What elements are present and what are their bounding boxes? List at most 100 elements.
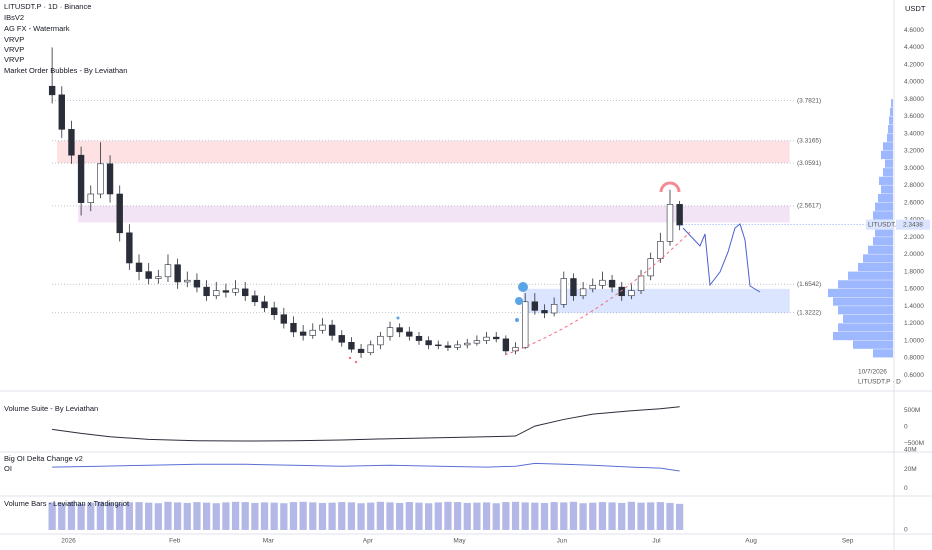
indicator-label: VRVP [4,45,24,54]
sell-bubble [659,181,681,193]
volume-bar [318,502,327,530]
volume-profile-bar [858,262,893,272]
volume-bar [347,502,356,530]
x-tick-label: 2026 [61,538,76,545]
pane-title: Big OI Delta Change v2 [4,454,83,463]
y-tick-label: 3.6000 [904,113,924,120]
candle-body [87,193,94,203]
candle-body [290,323,297,333]
volume-bar [647,502,655,530]
volume-bar [309,502,317,530]
volume-bar [569,501,578,530]
volume-bar [222,502,230,530]
candle-body [657,241,664,259]
y-tick-label: 3.0000 [904,165,924,172]
x-tick-label: Apr [363,538,374,545]
volume-bar [550,502,558,530]
candle-body [328,324,336,336]
candle-body [483,336,490,341]
candle-body [435,344,442,347]
pane-subtitle: OI [4,464,12,473]
forecast-path [682,223,761,293]
volume-profile-bar [875,202,893,211]
volume-bar [58,503,66,530]
volume-bar [608,502,616,530]
candle-body [531,301,539,311]
volume-bar [415,502,423,530]
volume-bar [241,502,249,530]
volume-bar [106,502,114,530]
volume-profile-bar [883,142,893,151]
y-tick-label: 1.0000 [904,337,924,344]
volume-bar [251,502,259,530]
indicator-label: VRVP [4,35,24,44]
volume-bar [270,502,278,530]
candle-body [637,275,645,291]
candle-body [425,340,432,346]
buy-bubble [515,297,523,305]
symbol-title: LITUSDT.P · 1D · Binance [4,2,91,11]
candle-body [319,324,326,331]
level-label: (1.6542) [797,281,821,288]
volume-bar [473,502,481,530]
candle-body [628,290,635,297]
zone [56,140,790,164]
candle-body [396,327,403,333]
candle-body [550,304,558,314]
candle-body [77,154,85,203]
volume-bar [676,503,684,530]
volume-bar [87,502,95,530]
volume-bar [463,502,471,530]
y-tick-label: 2.0000 [904,251,924,258]
y-tick-label: 1.6000 [904,286,924,293]
candle-body [309,329,316,336]
volume-bar [502,502,510,530]
volume-bar [627,501,635,530]
candle-body [251,295,259,303]
volume-bar [386,502,394,530]
volume-bar [202,502,211,530]
volume-profile-bar [875,228,893,237]
candle-body [174,264,181,283]
candle-body [618,286,625,297]
candle-body [608,279,616,288]
price-tag: LITUSDT.P [868,221,901,228]
x-tick-label: Feb [169,538,181,545]
volume-bar [357,503,365,530]
watermark-symbol: LITUSDT.P · D [858,379,901,386]
volume-bar [598,502,607,530]
candle-body [357,348,365,353]
volume-bar [367,502,375,530]
y-tick-label: 1.4000 [904,303,924,310]
volume-bar [521,502,529,530]
volume-bar [67,502,76,530]
candle-body [444,345,452,348]
candle-body [213,290,220,297]
volume-bar [511,501,520,530]
volume-bar [637,502,645,530]
volume-bar [116,503,124,530]
candle-body [338,335,345,343]
y-tick-label: 0.6000 [904,372,924,379]
y-tick-label: 1.8000 [904,268,924,275]
candle-body [299,331,307,336]
currency-label: USDT [905,4,926,13]
zone [523,288,790,313]
y-tick-label: 2.6000 [904,199,924,206]
y-tick-label: 3.8000 [904,96,924,103]
x-tick-label: Aug [745,538,757,545]
level-label: (3.0591) [797,160,821,167]
volume-profile-bar [848,271,893,280]
volume-profile-bar [881,185,893,194]
volume-profile-bar [878,194,893,203]
volume-profile-bar [838,280,893,289]
volume-profile-bar [833,331,893,341]
volume-profile-bar [890,107,893,116]
level-label: (2.5617) [797,203,821,210]
y-tick-label: 0 [904,423,908,430]
candle-body [473,340,481,344]
last-price-box [896,219,930,230]
candle-body [58,94,65,130]
volume-bar [125,502,133,530]
